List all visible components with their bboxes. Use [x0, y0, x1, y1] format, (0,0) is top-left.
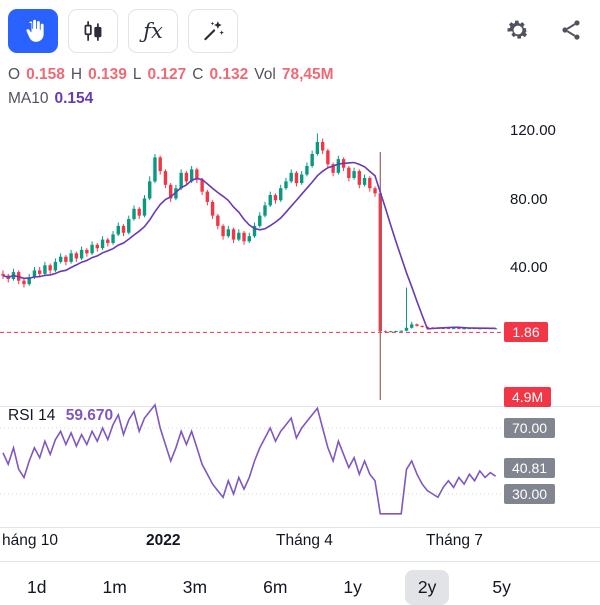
timeframe-2y[interactable]: 2y — [404, 570, 450, 605]
rsi-label: RSI 14 — [8, 407, 56, 424]
bottom-divider — [0, 561, 600, 562]
settings-button[interactable] — [504, 16, 532, 47]
close-value: 0.132 — [209, 66, 249, 83]
price-tick-80: 80.00 — [510, 191, 548, 208]
toolbar-right — [504, 16, 592, 47]
chart-type-button[interactable] — [68, 9, 118, 53]
time-label-apr: Tháng 4 — [276, 532, 333, 549]
ohlc-legend: O 0.158 H 0.139 L 0.127 C 0.132 Vol 78,4… — [8, 66, 334, 84]
open-value: 0.158 — [26, 66, 65, 83]
price-tick-40: 40.00 — [510, 259, 548, 276]
gear-icon — [504, 16, 532, 47]
open-label: O — [8, 66, 21, 83]
rsi-lower-badge: 30.00 — [504, 484, 556, 504]
low-label: L — [132, 66, 142, 83]
ma-value: 0.154 — [54, 90, 94, 107]
rsi-value: 59.670 — [65, 407, 114, 424]
time-label-jul: Tháng 7 — [426, 532, 483, 549]
toolbar: ƒx — [8, 8, 592, 54]
time-label-oct: háng 10 — [2, 532, 59, 549]
timeframe-1d[interactable]: 1d — [14, 570, 59, 605]
ma-legend[interactable]: MA10 0.154 — [8, 90, 93, 108]
rsi-current-badge: 40.81 — [504, 458, 556, 478]
ma-label: MA10 — [8, 90, 49, 107]
fx-icon: ƒx — [143, 18, 163, 43]
timeframe-1m[interactable]: 1m — [89, 570, 139, 605]
time-label-2022: 2022 — [146, 532, 181, 549]
timeframe-3m[interactable]: 3m — [170, 570, 220, 605]
rsi-legend[interactable]: RSI 14 59.670 — [8, 407, 113, 425]
magic-wand-icon — [200, 18, 226, 44]
rsi-upper-badge: 70.00 — [504, 418, 556, 438]
close-label: C — [192, 66, 204, 83]
indicators-button[interactable]: ƒx — [128, 9, 178, 53]
timeframe-bar: 1d 1m 3m 6m 1y 2y 5y — [0, 570, 600, 605]
low-value: 0.127 — [147, 66, 187, 83]
volume-value: 78,45M — [281, 66, 334, 83]
timeframe-1y[interactable]: 1y — [330, 570, 374, 605]
last-price-badge: 1.86 — [504, 322, 548, 342]
candlestick-icon — [80, 18, 106, 44]
timeframe-5y[interactable]: 5y — [479, 570, 523, 605]
high-label: H — [70, 66, 83, 83]
magic-tools-button[interactable] — [188, 9, 238, 53]
price-tick-120: 120.00 — [510, 122, 556, 139]
volume-badge: 4.9M — [504, 387, 552, 407]
high-value: 0.139 — [88, 66, 127, 83]
share-button[interactable] — [558, 17, 584, 46]
hand-icon — [20, 18, 46, 44]
share-icon — [558, 17, 584, 46]
pan-tool-button[interactable] — [8, 9, 58, 53]
timeframe-6m[interactable]: 6m — [250, 570, 300, 605]
volume-label: Vol — [254, 66, 276, 83]
